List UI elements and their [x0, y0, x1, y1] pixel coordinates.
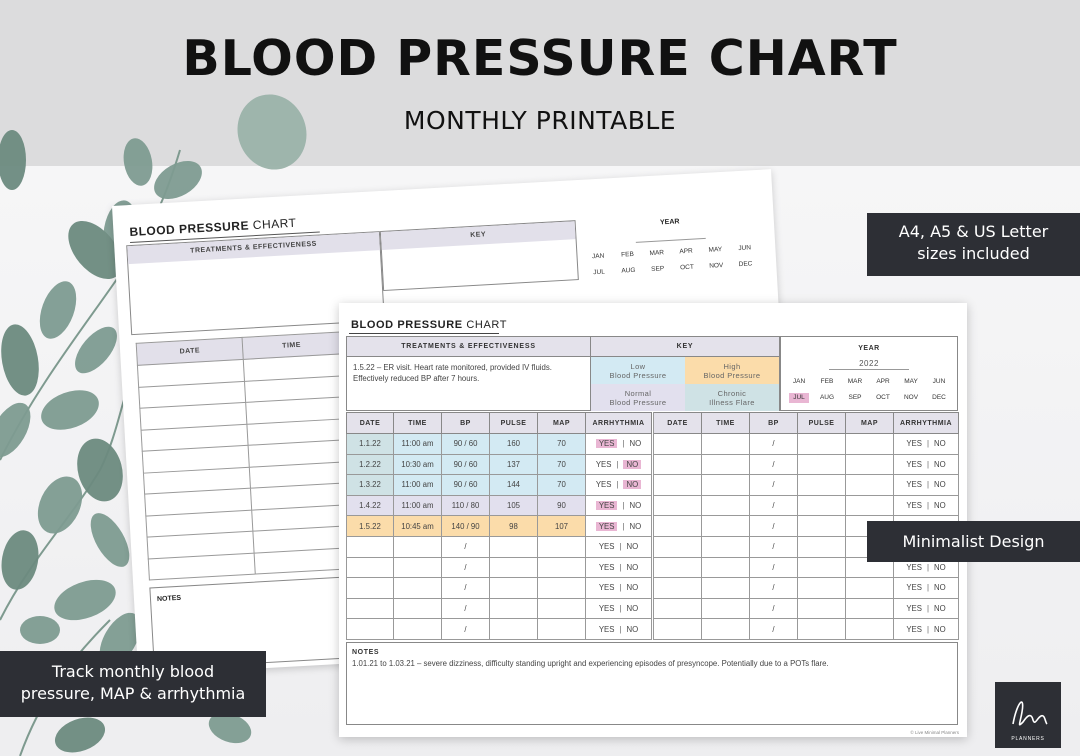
month-oct: OCT [876, 394, 890, 401]
month-may: MAY [904, 378, 918, 385]
table-row: 1.3.22 11:00 am 90 / 60 144 70 YES | NO / YE… [346, 474, 959, 496]
table-row: / YES|NO / YES|NO [346, 618, 959, 640]
bp-log-table: DATE TIME BP PULSE MAP ARRHYTHMIA DATE TIME BP… [346, 412, 959, 640]
month-jul-selected: JUL [789, 393, 809, 403]
back-sheet-title: BLOOD PRESSURE CHART [129, 215, 297, 240]
month-jun: JUN [932, 378, 946, 385]
treatments-box: TREATMENTS & EFFECTIVENESS 1.5.22 – ER v… [346, 336, 591, 411]
month-feb: FEB [820, 378, 834, 385]
month-jan: JAN [792, 378, 806, 385]
month-aug: AUG [819, 394, 835, 401]
front-sheet: BLOOD PRESSURE CHART TREATMENTS & EFFECT… [339, 303, 967, 737]
back-key-box: KEY [379, 220, 579, 291]
year-box: YEAR 2022 JAN FEB MAR APR MAY JUN JUL AU… [780, 336, 958, 411]
month-mar: MAR [847, 378, 863, 385]
key-box: KEY Low Blood Pressure High Blood Pressure… [591, 336, 780, 411]
table-row: / YES|NO / YES|NO [346, 597, 959, 620]
page-title: BLOOD PRESSURE CHART [182, 30, 898, 87]
key-chronic-flare: Chronic Illness Flare [685, 384, 779, 411]
month-dec: DEC [932, 394, 946, 401]
back-month-grid: JAN FEB MAR APR MAY JUN JUL AUG SEP OCT NOV DEC [591, 244, 753, 277]
treatments-text: 1.5.22 – ER visit. Heart rate monitored,… [353, 363, 552, 383]
sheet-title: BLOOD PRESSURE CHART [351, 319, 508, 331]
key-grid: Low Blood Pressure High Blood Pressure Nor… [591, 357, 779, 411]
treatments-header: TREATMENTS & EFFECTIVENESS [347, 337, 590, 357]
signature-logo-icon [1012, 701, 1048, 726]
header-band [0, 0, 1080, 166]
tracking-badge: Track monthly blood pressure, MAP & arrh… [0, 651, 266, 717]
month-nov: NOV [903, 394, 919, 401]
year-label: YEAR [858, 345, 880, 352]
table-row: / YES|NO / YES|NO [346, 577, 959, 599]
notes-label: NOTES [352, 649, 380, 656]
table-row: 1.1.22 11:00 am 90 / 60 160 70 YES | NO / YE… [346, 433, 959, 455]
month-sep: SEP [848, 394, 862, 401]
back-year-box: YEAR JAN FEB MAR APR MAY JUN JUL AUG SEP OCT NO… [575, 206, 767, 296]
month-apr: APR [876, 378, 890, 385]
key-header: KEY [591, 337, 779, 357]
design-badge: Minimalist Design [867, 521, 1080, 562]
month-selector: JAN FEB MAR APR MAY JUN JUL AUG SEP OCT … [781, 377, 957, 403]
notes-box: NOTES 1.01.21 to 1.03.21 – severe dizzin… [346, 642, 958, 725]
table-row: 1.4.22 11:00 am 110 / 80 105 90 YES | NO / Y… [346, 494, 959, 517]
key-normal-bp: Normal Blood Pressure [591, 384, 685, 411]
key-high-bp: High Blood Pressure [685, 357, 779, 384]
brand-logo: PLANNERS [995, 682, 1061, 748]
table-header-row: DATE TIME BP PULSE MAP ARRHYTHMIA DATE TIME BP… [346, 412, 959, 434]
title-underline [349, 333, 499, 334]
page-subtitle: MONTHLY PRINTABLE [403, 106, 677, 135]
year-value: 2022 [859, 359, 879, 368]
table-row: 1.2.22 10:30 am 90 / 60 137 70 YES | NO / YE… [346, 453, 959, 476]
copyright-text: © Live Minimal Planners [910, 730, 959, 735]
notes-text: 1.01.21 to 1.03.21 – severe dizziness, d… [352, 659, 829, 668]
sizes-badge: A4, A5 & US Letter sizes included [867, 213, 1080, 276]
key-low-bp: Low Blood Pressure [591, 357, 685, 384]
